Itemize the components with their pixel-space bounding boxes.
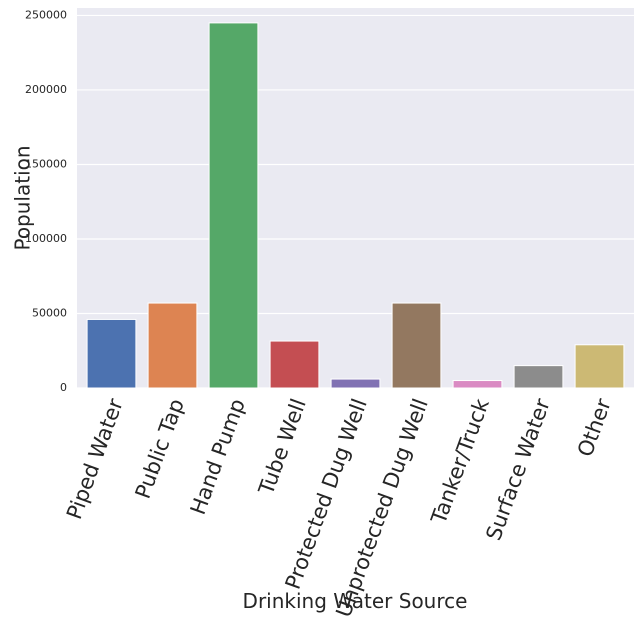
y-axis-title: Population	[11, 145, 35, 250]
x-tick-label: Surface Water	[481, 395, 555, 543]
x-tick-label: Other	[573, 395, 616, 460]
bars	[86, 22, 625, 389]
x-tick-label: Public Tap	[131, 396, 189, 502]
bar-protected-dug-well	[330, 378, 381, 389]
y-tick-label: 250000	[25, 8, 67, 21]
bar-unprotected-dug-well	[391, 302, 442, 389]
y-tick-label: 150000	[25, 157, 67, 170]
y-tick-label: 200000	[25, 83, 67, 96]
bar-other	[574, 344, 625, 389]
x-tick-label: Hand Pump	[186, 396, 250, 518]
bar-piped-water	[86, 318, 137, 389]
y-tick-label: 100000	[25, 232, 67, 245]
bar-hand-pump	[208, 22, 259, 389]
x-tick-label: Tube Well	[254, 396, 311, 499]
y-tick-label: 0	[60, 381, 67, 394]
x-axis-title: Drinking Water Source	[243, 589, 468, 613]
bar-tanker-truck	[452, 380, 503, 389]
bar-surface-water	[513, 365, 564, 389]
y-tick-labels: 0 50000 100000 150000 200000 250000	[25, 8, 67, 394]
x-tick-label: Tanker/Truck	[426, 395, 494, 528]
x-tick-label: Piped Water	[62, 395, 128, 522]
bar-tube-well	[269, 340, 320, 389]
y-tick-label: 50000	[32, 306, 67, 319]
bar-public-tap	[147, 302, 198, 389]
